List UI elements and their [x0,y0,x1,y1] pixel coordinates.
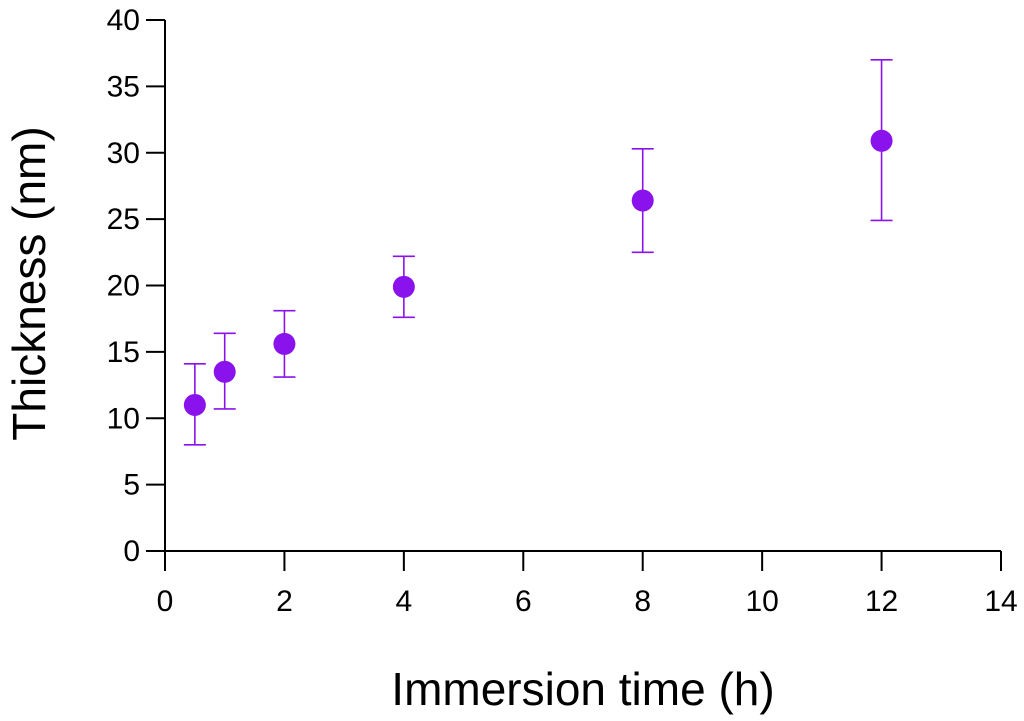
y-axis-title: Thickness (nm) [3,126,55,440]
data-marker [213,360,236,383]
data-marker [631,189,654,212]
x-tick-label: 14 [984,585,1017,618]
data-point [183,363,206,446]
x-axis-title: Immersion time (h) [391,663,774,715]
data-point [870,59,893,222]
y-tick-label: 35 [107,70,140,103]
y-tick-label: 5 [123,469,140,502]
y-ticks: 0 5 10 15 20 25 30 35 40 [107,4,165,568]
data-marker [392,275,415,298]
x-tick-label: 4 [396,585,413,618]
x-tick-label: 6 [515,585,532,618]
data-point [213,332,236,410]
data-marker [870,129,893,152]
x-tick-label: 0 [157,585,174,618]
x-tick-label: 12 [865,585,898,618]
y-tick-label: 25 [107,203,140,236]
data-marker [273,332,296,355]
y-tick-label: 40 [107,4,140,37]
y-tick-label: 0 [123,535,140,568]
x-tick-label: 8 [634,585,651,618]
data-point [392,255,415,319]
data-point [273,309,296,378]
x-ticks: 0 2 4 6 8 10 12 14 [157,551,1018,618]
y-tick-label: 10 [107,402,140,435]
data-point [631,147,654,254]
data-marker [183,393,206,416]
y-tick-label: 20 [107,270,140,303]
data-points [183,59,893,446]
x-tick-label: 10 [745,585,778,618]
axes [164,20,1001,552]
x-tick-label: 2 [276,585,293,618]
y-tick-label: 15 [107,336,140,369]
y-tick-label: 30 [107,137,140,170]
